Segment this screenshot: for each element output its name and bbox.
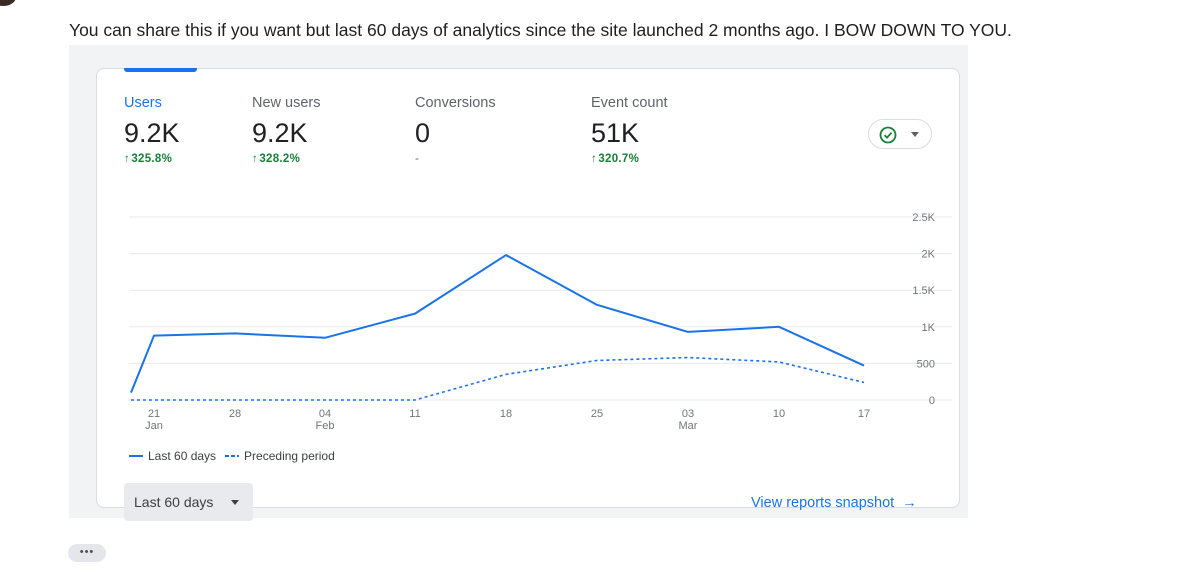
y-tick-label: 2K [922, 249, 936, 261]
date-range-select[interactable]: Last 60 days [124, 483, 253, 521]
x-tick-month-label: Feb [316, 420, 335, 432]
y-tick-label: 0 [929, 395, 935, 407]
caret-down-icon [231, 500, 239, 505]
arrow-up-icon: ↑ [252, 153, 259, 165]
more-options-button[interactable]: ••• [68, 544, 106, 562]
y-tick-label: 1.5K [912, 285, 935, 297]
metric-new-users[interactable]: New users 9.2K ↑ 328.2% [252, 95, 321, 165]
legend-label-current: Last 60 days [148, 449, 217, 463]
analytics-card: Users 9.2K ↑ 325.8% New users 9.2K ↑ 328… [96, 68, 960, 521]
view-reports-snapshot-link[interactable]: View reports snapshot → [751, 495, 917, 511]
message-text: You can share this if you want but last … [69, 20, 1012, 40]
x-tick-label: 11 [409, 408, 420, 420]
x-tick-month-label: Jan [145, 420, 163, 432]
metric-label: Users [124, 95, 162, 111]
x-tick-label: 17 [858, 408, 870, 420]
series-line-current [130, 254, 865, 394]
y-tick-label: 500 [917, 358, 935, 370]
view-reports-label: View reports snapshot [751, 495, 895, 511]
metric-value: 9.2K [124, 118, 180, 148]
y-tick-label: 2.5K [912, 212, 935, 224]
screenshot-attachment: Users 9.2K ↑ 325.8% New users 9.2K ↑ 328… [69, 45, 968, 521]
selected-tab-indicator [124, 68, 197, 72]
x-tick-label: 10 [773, 408, 785, 420]
arrow-right-icon: → [902, 495, 917, 511]
arrow-up-icon: ↑ [591, 153, 598, 165]
caret-down-icon [911, 132, 919, 137]
metric-change: ↑ 320.7% [591, 153, 640, 165]
metric-conversions[interactable]: Conversions 0 - [415, 95, 496, 165]
metric-label: Event count [591, 95, 668, 111]
metric-change: ↑ 325.8% [124, 153, 173, 165]
legend-dashed-swatch [225, 455, 240, 457]
avatar [0, 0, 16, 6]
metric-label: New users [252, 95, 321, 111]
date-range-label: Last 60 days [134, 494, 214, 510]
x-tick-label: 25 [591, 408, 603, 420]
chart-legend: Last 60 days Preceding period [129, 449, 335, 463]
metric-users[interactable]: Users 9.2K ↑ 325.8% [124, 95, 180, 165]
metric-value: 0 [415, 118, 431, 148]
x-tick-label: 03 [682, 408, 694, 420]
x-tick-label: 21 [148, 408, 160, 420]
metric-change: - [415, 153, 420, 165]
x-tick-label: 28 [229, 408, 241, 420]
legend-solid-swatch [129, 455, 143, 457]
metric-change: ↑ 328.2% [252, 153, 301, 165]
metric-value: 9.2K [252, 118, 308, 148]
metric-value: 51K [591, 118, 640, 148]
status-dropdown[interactable] [868, 119, 932, 149]
metric-label: Conversions [415, 95, 496, 111]
legend-label-preceding: Preceding period [244, 449, 335, 463]
x-tick-label: 18 [500, 408, 512, 420]
check-circle-icon [879, 126, 897, 144]
x-tick-label: 04 [319, 408, 331, 420]
arrow-up-icon: ↑ [124, 153, 131, 165]
metric-event-count[interactable]: Event count 51K ↑ 320.7% [591, 95, 668, 165]
series-line-preceding [131, 356, 865, 401]
y-tick-label: 1K [922, 322, 936, 334]
x-tick-month-label: Mar [679, 420, 698, 432]
